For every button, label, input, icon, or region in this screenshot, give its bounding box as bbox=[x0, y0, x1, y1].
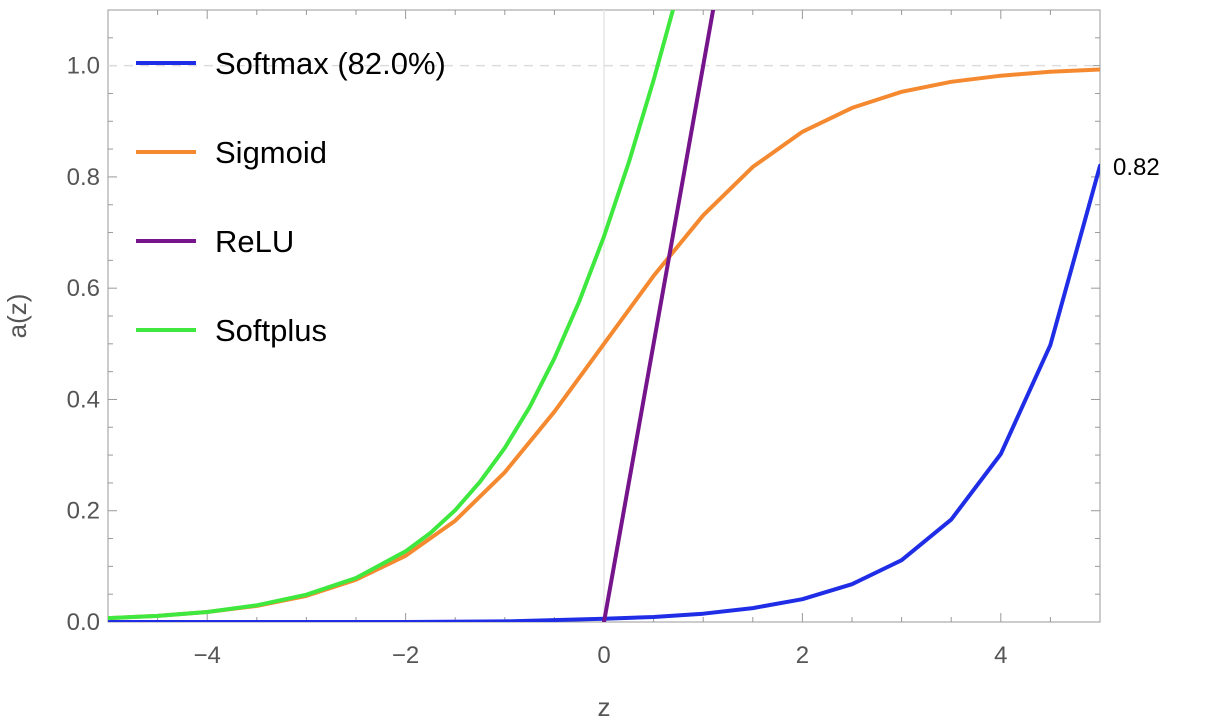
x-tick-label: 2 bbox=[796, 642, 809, 669]
series-line-relu bbox=[602, 10, 716, 622]
y-tick-label: 0.6 bbox=[67, 275, 100, 302]
x-tick-label: −4 bbox=[194, 642, 221, 669]
x-axis-label: z bbox=[598, 692, 611, 722]
legend-label: Softmax (82.0%) bbox=[215, 46, 446, 81]
series-line-softmax-82-0 bbox=[108, 163, 1100, 622]
y-tick-label: 0.8 bbox=[67, 164, 100, 191]
x-tick-label: 0 bbox=[597, 642, 610, 669]
series-layer bbox=[108, 10, 1100, 622]
y-tick-label: 0.2 bbox=[67, 498, 100, 525]
y-tick-label: 0.4 bbox=[67, 386, 100, 413]
legend-label: Sigmoid bbox=[215, 135, 327, 170]
x-tick-label: −2 bbox=[392, 642, 419, 669]
legend-label: Softplus bbox=[215, 313, 327, 348]
y-axis-label: a(z) bbox=[2, 294, 32, 339]
y-axis-ticks: 0.0 0.2 0.4 0.6 0.8 1.0 bbox=[67, 53, 100, 636]
y-tick-label: 1.0 bbox=[67, 53, 100, 80]
x-axis-ticks: −4 −2 0 2 4 bbox=[194, 642, 1008, 669]
legend: Softmax (82.0%) Sigmoid ReLU Softplus bbox=[136, 46, 446, 348]
legend-label: ReLU bbox=[215, 224, 294, 259]
y-tick-label: 0.0 bbox=[67, 609, 100, 636]
x-tick-label: 4 bbox=[994, 642, 1007, 669]
softmax-end-value-label: 0.82 bbox=[1113, 154, 1160, 181]
series-line-softplus bbox=[108, 10, 676, 621]
